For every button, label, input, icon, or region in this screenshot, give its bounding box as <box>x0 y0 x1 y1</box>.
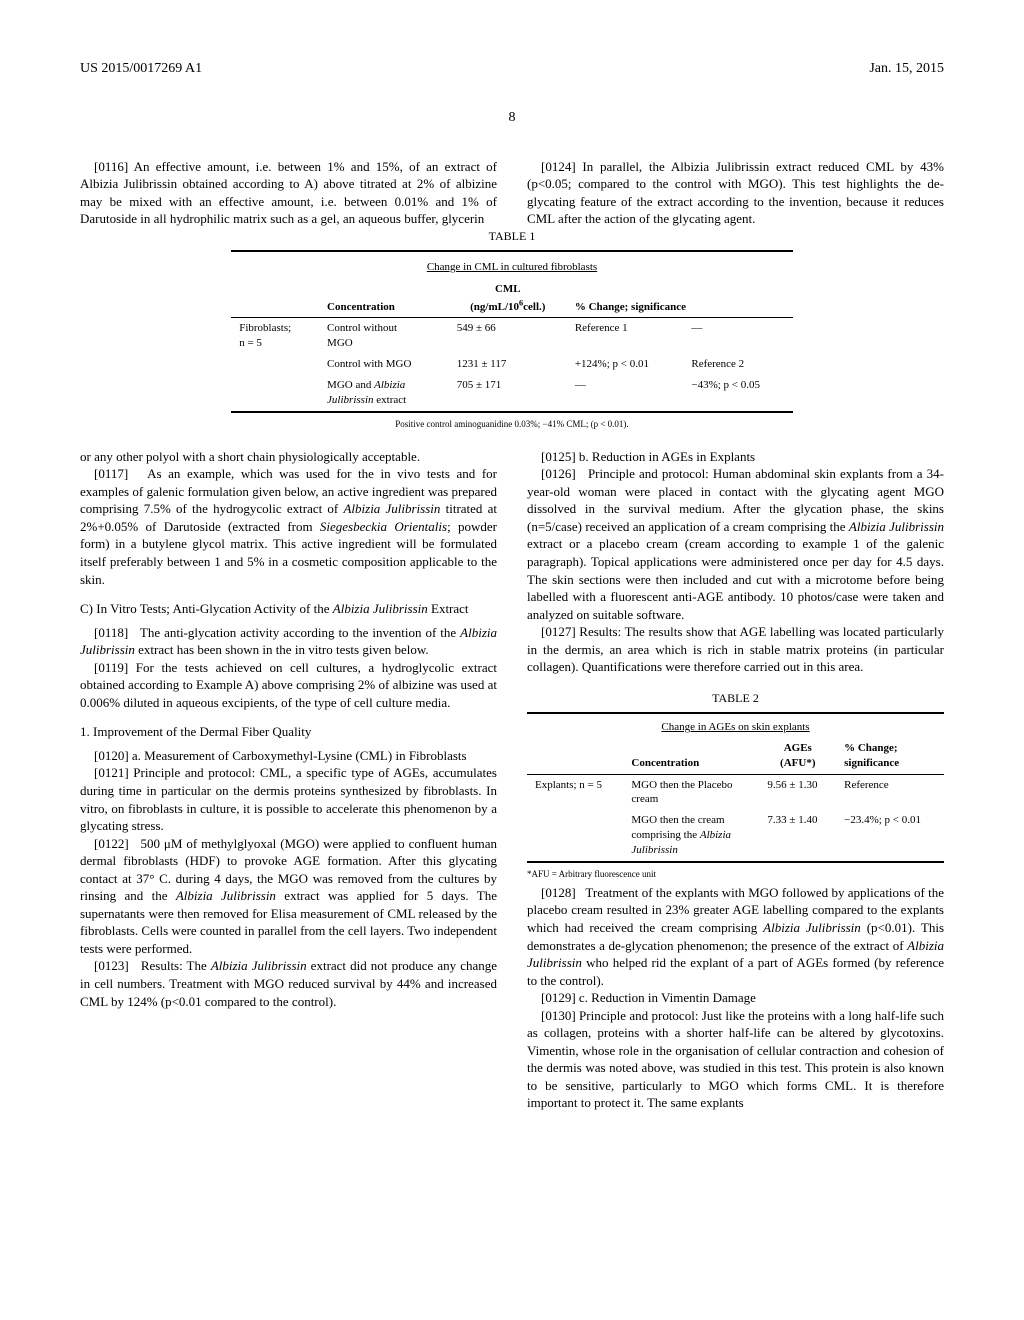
table-1-r1-change: Reference 1 <box>567 318 684 354</box>
para-0129: [0129] c. Reduction in Vimentin Damage <box>527 989 944 1007</box>
table-1-r2-change: +124%; p < 0.01 <box>567 354 684 375</box>
para-0119: [0119] For the tests achieved on cell cu… <box>80 659 497 712</box>
para-0130: [0130] Principle and protocol: Just like… <box>527 1007 944 1112</box>
table-1-r2-ref: Reference 2 <box>683 354 792 375</box>
table-2-r2-conc: MGO then the creamcomprising the Albizia… <box>623 810 759 862</box>
table-2-r1-group: Explants; n = 5 <box>527 774 623 810</box>
table-1-r3-ref: −43%; p < 0.05 <box>683 375 792 412</box>
doc-number: US 2015/0017269 A1 <box>80 60 202 79</box>
para-0123: [0123] Results: The Albizia Julibrissin … <box>80 957 497 1010</box>
table-1-footnote: Positive control aminoguanidine 0.03%; −… <box>231 418 793 430</box>
table-2-r2-change: −23.4%; p < 0.01 <box>836 810 944 862</box>
table-2-r1-conc: MGO then the Placebocream <box>623 774 759 810</box>
table-1-r1-group: Fibroblasts;n = 5 <box>231 318 319 354</box>
doc-date: Jan. 15, 2015 <box>869 60 944 79</box>
table-1-caption: Change in CML in cultured fibroblasts <box>231 256 793 279</box>
table-1-title: TABLE 1 <box>231 228 793 244</box>
para-0127: [0127] Results: The results show that AG… <box>527 623 944 676</box>
table-2: TABLE 2 Change in AGEs on skin explants … <box>527 690 944 880</box>
table-1-r1-conc: Control withoutMGO <box>319 318 449 354</box>
table-2-r1-change: Reference <box>836 774 944 810</box>
table-1-r2-conc: Control with MGO <box>319 354 449 375</box>
para-0128: [0128] Treatment of the explants with MG… <box>527 884 944 989</box>
table-2-col-ages-bot: (AFU*) <box>780 757 815 769</box>
table-2-caption: Change in AGEs on skin explants <box>527 717 944 738</box>
para-0120: [0120] a. Measurement of Carboxymethyl-L… <box>80 747 497 765</box>
sub-1-head: 1. Improvement of the Dermal Fiber Quali… <box>80 723 497 741</box>
para-0126: [0126] Principle and protocol: Human abd… <box>527 465 944 623</box>
table-1-col-change: % Change; significance <box>567 279 793 318</box>
table-1-r1-ref: — <box>683 318 792 354</box>
table-2-col-change-top: % Change; <box>844 742 897 754</box>
table-1-col-cml-top: CML <box>495 283 521 295</box>
table-2-title: TABLE 2 <box>527 690 944 706</box>
para-0116: [0116] An effective amount, i.e. between… <box>80 158 497 228</box>
table-1-r1-cml: 549 ± 66 <box>449 318 567 354</box>
table-2-r1-ages: 9.56 ± 1.30 <box>759 774 836 810</box>
para-0116-tail: or any other polyol with a short chain p… <box>80 448 497 466</box>
table-2-footnote: *AFU = Arbitrary fluorescence unit <box>527 868 944 880</box>
table-2-col-change-bot: significance <box>844 757 899 769</box>
section-c-head: C) In Vitro Tests; Anti-Glycation Activi… <box>80 600 497 618</box>
para-0124: [0124] In parallel, the Albizia Julibris… <box>527 158 944 228</box>
table-1: TABLE 1 Change in CML in cultured fibrob… <box>231 228 793 430</box>
para-0125: [0125] b. Reduction in AGEs in Explants <box>527 448 944 466</box>
table-1-r3-change: — <box>567 375 684 412</box>
table-2-col-ages-top: AGEs <box>784 742 812 754</box>
table-1-r3-cml: 705 ± 171 <box>449 375 567 412</box>
table-1-r3-conc: MGO and AlbiziaJulibrissin extract <box>319 375 449 412</box>
table-1-col-cml-bot: (ng/mL/106cell.) <box>470 301 545 313</box>
table-2-col-conc: Concentration <box>623 738 759 774</box>
para-0118: [0118] The anti-glycation activity accor… <box>80 624 497 659</box>
para-0117: [0117] As an example, which was used for… <box>80 465 497 588</box>
para-0122: [0122] 500 μM of methylglyoxal (MGO) wer… <box>80 835 497 958</box>
table-1-r2-cml: 1231 ± 117 <box>449 354 567 375</box>
table-1-col-conc: Concentration <box>319 279 449 318</box>
table-2-r2-ages: 7.33 ± 1.40 <box>759 810 836 862</box>
page-number: 8 <box>80 109 944 128</box>
para-0121: [0121] Principle and protocol: CML, a sp… <box>80 764 497 834</box>
